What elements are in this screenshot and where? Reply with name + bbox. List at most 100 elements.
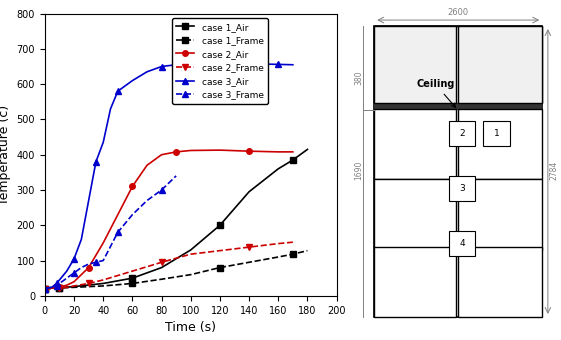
Text: Ceiling: Ceiling — [416, 79, 456, 107]
case 1_Frame — [71, 285, 77, 289]
Text: 2784: 2784 — [550, 160, 559, 180]
case 1_Air — [49, 286, 56, 290]
case 3_Frame — [63, 276, 70, 280]
case 3_Frame — [56, 282, 63, 286]
case 3_Frame — [107, 244, 114, 249]
case 1_Frame — [158, 277, 165, 281]
case 1_Frame — [44, 286, 51, 290]
case 2_Air — [100, 241, 107, 245]
case 1_Air — [217, 223, 223, 227]
case 2_Air — [49, 286, 56, 290]
case 1_Air — [42, 287, 48, 291]
case 2_Frame — [158, 260, 165, 264]
case 1_Air — [158, 266, 165, 270]
case 1_Air — [71, 285, 77, 289]
case 1_Air — [304, 147, 311, 151]
case 2_Air — [44, 286, 51, 290]
Text: 2600: 2600 — [448, 8, 469, 17]
case 3_Air — [173, 63, 180, 67]
case 2_Frame — [275, 241, 282, 245]
case 1_Air — [246, 190, 252, 194]
case 2_Frame — [63, 285, 70, 289]
case 1_Frame — [42, 287, 48, 291]
case 3_Air — [71, 257, 77, 261]
Line: case 1_Air: case 1_Air — [42, 147, 310, 291]
case 1_Frame — [129, 282, 136, 286]
case 1_Frame — [187, 273, 194, 277]
case 1_Frame — [304, 249, 311, 253]
case 2_Air — [187, 149, 194, 153]
case 3_Frame — [129, 212, 136, 217]
case 3_Frame — [173, 174, 180, 178]
Bar — [458, 109, 542, 179]
Line: case 3_Air: case 3_Air — [42, 61, 296, 291]
case 2_Air — [71, 279, 77, 284]
case 2_Frame — [71, 284, 77, 288]
case 2_Frame — [100, 278, 107, 282]
FancyBboxPatch shape — [449, 231, 475, 256]
Bar — [374, 26, 456, 103]
case 3_Air — [53, 282, 60, 286]
case 3_Air — [217, 62, 223, 66]
case 3_Air — [158, 65, 165, 69]
case 2_Air — [114, 212, 121, 217]
case 3_Frame — [85, 262, 92, 266]
case 2_Frame — [289, 240, 296, 244]
case 3_Frame — [100, 258, 107, 262]
case 1_Air — [56, 286, 63, 290]
case 1_Air — [129, 276, 136, 280]
case 3_Air — [187, 65, 194, 69]
case 3_Air — [93, 160, 99, 164]
case 1_Air — [187, 248, 194, 252]
case 3_Frame — [42, 287, 48, 291]
case 1_Frame — [100, 284, 107, 288]
Bar — [374, 26, 542, 103]
case 1_Frame — [275, 255, 282, 259]
case 3_Air — [289, 63, 296, 67]
case 3_Air — [202, 63, 209, 67]
case 3_Frame — [144, 199, 150, 203]
Legend: case 1_Air, case 1_Frame, case 2_Air, case 2_Frame, case 3_Air, case 3_Frame: case 1_Air, case 1_Frame, case 2_Air, ca… — [172, 18, 268, 104]
Line: case 3_Frame: case 3_Frame — [42, 173, 179, 291]
case 3_Air — [42, 287, 48, 291]
case 2_Air — [42, 287, 48, 291]
case 3_Air — [107, 107, 114, 111]
case 3_Frame — [71, 271, 77, 275]
case 1_Frame — [217, 266, 223, 270]
case 2_Frame — [129, 269, 136, 273]
case 1_Frame — [56, 286, 63, 290]
FancyBboxPatch shape — [483, 121, 510, 146]
case 3_Frame — [93, 260, 99, 264]
case 3_Frame — [78, 266, 85, 270]
case 2_Air — [173, 150, 180, 154]
Y-axis label: Temperature (c): Temperature (c) — [0, 105, 11, 205]
case 3_Frame — [114, 230, 121, 234]
case 3_Air — [78, 237, 85, 241]
Bar — [374, 26, 542, 317]
Bar — [374, 109, 456, 179]
Bar — [374, 179, 456, 250]
case 3_Air — [275, 62, 282, 66]
case 3_Frame — [53, 284, 60, 288]
case 2_Frame — [44, 287, 51, 291]
case 2_Air — [144, 163, 150, 167]
case 2_Air — [158, 153, 165, 157]
case 3_Air — [114, 89, 121, 93]
Text: 4: 4 — [459, 239, 465, 248]
case 3_Air — [246, 62, 252, 66]
Text: 1690: 1690 — [355, 160, 364, 180]
case 2_Air — [289, 150, 296, 154]
FancyBboxPatch shape — [449, 121, 475, 146]
case 1_Air — [289, 158, 296, 162]
case 3_Air — [63, 269, 70, 273]
case 1_Frame — [49, 286, 56, 290]
X-axis label: Time (s): Time (s) — [165, 321, 216, 334]
Text: 380: 380 — [355, 71, 364, 85]
case 1_Frame — [289, 252, 296, 256]
case 2_Frame — [42, 287, 48, 291]
case 2_Frame — [56, 286, 63, 290]
case 2_Frame — [85, 282, 92, 286]
case 2_Frame — [217, 249, 223, 253]
case 3_Air — [49, 285, 56, 289]
Text: 2: 2 — [459, 129, 465, 138]
